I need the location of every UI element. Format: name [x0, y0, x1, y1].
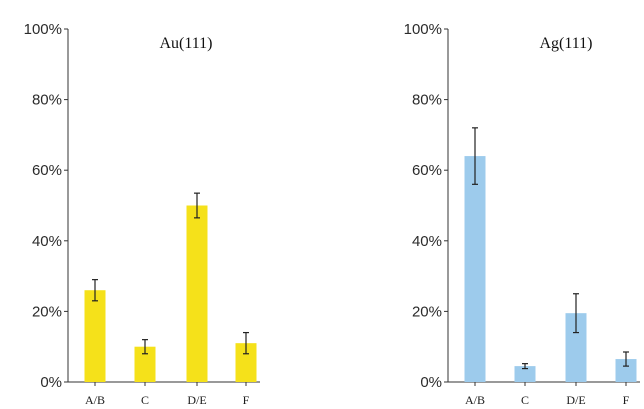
y-tick-label: 60%: [32, 162, 62, 179]
y-tick-label: 40%: [32, 233, 62, 250]
x-tick-label: F: [243, 393, 250, 407]
y-tick-label: 40%: [412, 233, 442, 250]
y-tick-label: 0%: [420, 374, 442, 391]
x-tick-label: D/E: [566, 393, 585, 407]
x-tick-label: C: [141, 393, 149, 407]
bar-f: [235, 343, 257, 382]
x-tick-label: C: [521, 393, 529, 407]
y-tick-label: 80%: [32, 92, 62, 109]
chart-title: Au(111): [159, 35, 212, 52]
y-tick-label: 60%: [412, 162, 442, 179]
y-tick-label: 100%: [24, 21, 62, 38]
bar-ab: [84, 290, 106, 382]
x-tick-label: D/E: [187, 393, 206, 407]
y-tick-label: 20%: [32, 303, 62, 320]
bar-f: [615, 359, 637, 382]
chart-panel-au: Au(111) 0% 20% 40% 60% 80% 100% A/B C D/E F: [24, 21, 260, 407]
bar-c: [134, 346, 156, 382]
bar-ab: [464, 156, 486, 382]
chart-title: Ag(111): [539, 35, 592, 52]
y-tick-label: 0%: [40, 374, 62, 391]
chart-panel-ag: Ag(111) 0% 20% 40% 60% 80% 100% A/B C D/E F: [404, 21, 640, 407]
x-tick-label: A/B: [85, 393, 105, 407]
y-tick-label: 80%: [412, 92, 442, 109]
bar-de: [565, 313, 587, 382]
x-tick-label: A/B: [465, 393, 485, 407]
bar-de: [186, 205, 208, 382]
bar-c: [514, 366, 536, 382]
x-tick-label: F: [623, 393, 630, 407]
y-tick-label: 100%: [404, 21, 442, 38]
y-tick-label: 20%: [412, 303, 442, 320]
